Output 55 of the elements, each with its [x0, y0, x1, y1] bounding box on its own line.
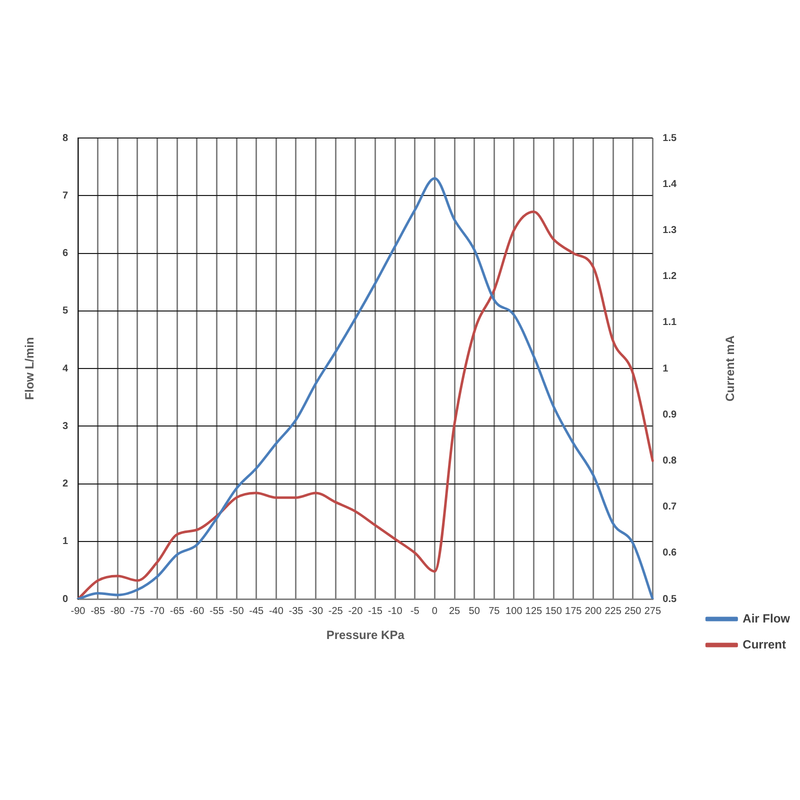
x-tick-label: 0 [432, 606, 438, 617]
x-tick-label: -15 [368, 606, 383, 617]
legend-label: Air Flow [742, 611, 791, 626]
x-tick-label: 225 [604, 606, 622, 617]
legend-label: Current [742, 637, 786, 652]
y2-tick-label: 1.1 [662, 317, 678, 328]
x-tick-label: -60 [190, 606, 205, 617]
x-tick-label: -85 [90, 606, 106, 617]
x-tick-label: -45 [249, 606, 264, 617]
y-tick-label: 2 [62, 478, 68, 490]
x-tick-label: 275 [644, 606, 662, 617]
y-tick-label: 5 [62, 306, 68, 317]
x-axis-title: Pressure KPa [326, 628, 405, 642]
y2-tick-label: 1.4 [662, 178, 678, 190]
x-tick-label: -65 [170, 606, 185, 617]
y2-tick-label: 1.5 [662, 132, 678, 144]
y2-tick-label: 0.9 [662, 409, 678, 420]
x-tick-label: 125 [525, 606, 543, 617]
y-tick-label: 3 [62, 420, 68, 432]
y-axis-title: Flow L/min [22, 337, 37, 400]
x-tick-label: 75 [488, 606, 500, 617]
x-tick-label: 150 [545, 606, 562, 617]
x-tick-label: -35 [288, 606, 304, 617]
x-tick-label: -50 [229, 606, 244, 617]
y2-tick-label: 0.8 [662, 455, 678, 466]
x-tick-label: -40 [268, 606, 284, 617]
x-tick-label: -10 [388, 606, 403, 617]
x-tick-label: -30 [308, 606, 324, 617]
y-tick-label: 8 [62, 132, 68, 144]
y2-tick-label: 0.5 [662, 594, 678, 605]
y2-tick-label: 1.2 [662, 271, 678, 282]
y-tick-label: 6 [62, 248, 68, 259]
x-tick-label: 200 [584, 606, 602, 617]
y2-tick-label: 1.3 [662, 224, 678, 236]
x-tick-label: 175 [565, 606, 582, 617]
x-tick-label: -75 [130, 606, 146, 617]
x-tick-label: -70 [150, 606, 165, 617]
x-tick-label: 25 [448, 606, 461, 617]
y-tick-label: 4 [62, 363, 68, 374]
y2-tick-label: 0.6 [662, 548, 678, 559]
x-tick-label: -20 [348, 606, 364, 617]
y2-axis-title: Current mA [722, 335, 737, 402]
x-tick-label: -80 [110, 606, 126, 617]
x-tick-label: -5 [410, 606, 420, 617]
y2-tick-label: 1 [662, 363, 669, 374]
y-tick-label: 7 [62, 190, 68, 202]
x-tick-label: 100 [506, 606, 523, 617]
x-tick-label: 50 [468, 606, 480, 617]
x-tick-label: -55 [209, 606, 224, 617]
y2-tick-label: 0.7 [662, 502, 678, 513]
y-tick-label: 0 [62, 594, 68, 605]
y-tick-label: 1 [62, 536, 68, 548]
x-tick-label: 250 [624, 606, 642, 617]
x-tick-label: -90 [70, 606, 86, 617]
x-tick-label: -25 [328, 606, 344, 617]
